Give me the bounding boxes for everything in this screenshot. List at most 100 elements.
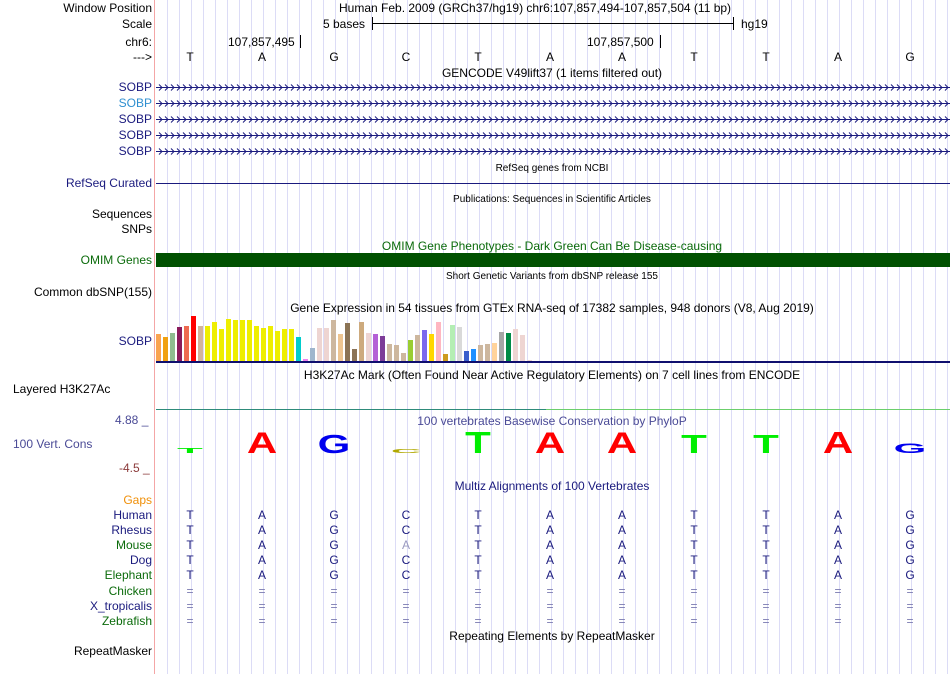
gtex-tissue-bar[interactable] bbox=[471, 349, 476, 361]
gtex-tissue-bar[interactable] bbox=[268, 326, 273, 361]
gtex-tissue-bar[interactable] bbox=[163, 337, 168, 361]
gencode-gene-label[interactable]: SOBP bbox=[118, 96, 152, 110]
gencode-track-title[interactable]: GENCODE V49lift37 (1 items filtered out) bbox=[441, 66, 663, 80]
gtex-tissue-bar[interactable] bbox=[485, 344, 490, 361]
gtex-tissue-bar[interactable] bbox=[156, 334, 161, 361]
gtex-tissue-bar[interactable] bbox=[457, 327, 462, 361]
gtex-tissue-bar[interactable] bbox=[373, 334, 378, 361]
multiz-track-title[interactable]: Multiz Alignments of 100 Vertebrates bbox=[454, 479, 650, 493]
multiz-species-label[interactable]: Rhesus bbox=[111, 523, 152, 538]
gtex-tissue-bar[interactable] bbox=[324, 328, 329, 361]
repeatmasker-track-label[interactable]: RepeatMasker bbox=[73, 644, 152, 658]
multiz-species-label[interactable]: Mouse bbox=[115, 538, 152, 553]
gencode-gene-label[interactable]: SOBP bbox=[118, 128, 152, 142]
gtex-tissue-bar[interactable] bbox=[345, 323, 350, 361]
gtex-tissue-bar[interactable] bbox=[394, 345, 399, 361]
omim-gene-bar[interactable] bbox=[156, 253, 950, 267]
grid-line bbox=[287, 0, 288, 674]
gtex-tissue-bar[interactable] bbox=[205, 326, 210, 361]
gtex-tissue-bar[interactable] bbox=[429, 334, 434, 361]
gtex-tissue-bar[interactable] bbox=[177, 327, 182, 361]
gencode-gene-label[interactable]: SOBP bbox=[118, 144, 152, 158]
gtex-tissue-bar[interactable] bbox=[527, 360, 532, 361]
gtex-tissue-bar[interactable] bbox=[352, 349, 357, 361]
multiz-base: = bbox=[762, 598, 770, 613]
gtex-tissue-bar[interactable] bbox=[184, 326, 189, 361]
gtex-tissue-bar[interactable] bbox=[499, 332, 504, 361]
gencode-gene-label[interactable]: SOBP bbox=[118, 112, 152, 126]
gtex-tissue-bar[interactable] bbox=[415, 335, 420, 361]
gtex-tissue-bar[interactable] bbox=[254, 326, 259, 361]
multiz-species-label[interactable]: Human bbox=[113, 508, 152, 522]
gtex-tissue-bar[interactable] bbox=[450, 325, 455, 361]
refseq-gene-line[interactable] bbox=[156, 183, 950, 184]
gtex-tissue-bar[interactable] bbox=[219, 329, 224, 361]
gtex-tissue-bar[interactable] bbox=[443, 354, 448, 361]
phylop-track-title[interactable]: 100 vertebrates Basewise Conservation by… bbox=[417, 414, 687, 428]
sequences-track-label[interactable]: Sequences bbox=[91, 207, 152, 221]
refseq-track-label[interactable]: RefSeq Curated bbox=[65, 176, 152, 190]
multiz-species-label[interactable]: Chicken bbox=[108, 583, 152, 598]
phylop-min-label: -4.5 _ bbox=[119, 461, 150, 475]
gtex-tissue-bar[interactable] bbox=[359, 322, 364, 361]
refseq-track-title[interactable]: RefSeq genes from NCBI bbox=[495, 163, 609, 174]
gtex-tissue-bar[interactable] bbox=[317, 328, 322, 361]
gtex-tissue-bar[interactable] bbox=[240, 320, 245, 361]
gtex-track-title[interactable]: Gene Expression in 54 tissues from GTEx … bbox=[290, 301, 814, 315]
multiz-base: = bbox=[546, 598, 554, 613]
gencode-gene-label[interactable]: SOBP bbox=[118, 80, 152, 94]
gtex-tissue-bar[interactable] bbox=[303, 359, 308, 361]
gtex-tissue-bar[interactable] bbox=[436, 322, 441, 361]
multiz-species-label[interactable]: X_tropicalis bbox=[89, 598, 152, 613]
coord-tick-label: 107,857,495 bbox=[228, 35, 295, 49]
dbsnp-track-title[interactable]: Short Genetic Variants from dbSNP releas… bbox=[446, 271, 658, 282]
gtex-tissue-bar[interactable] bbox=[401, 353, 406, 361]
gtex-tissue-bar[interactable] bbox=[464, 351, 469, 361]
gtex-track-label[interactable]: SOBP bbox=[118, 334, 152, 348]
gtex-tissue-bar[interactable] bbox=[282, 329, 287, 361]
gtex-tissue-bar[interactable] bbox=[170, 333, 175, 361]
multiz-species-label[interactable]: Elephant bbox=[104, 568, 152, 583]
gtex-tissue-bar[interactable] bbox=[191, 316, 196, 361]
gtex-tissue-bar[interactable] bbox=[233, 320, 238, 361]
gtex-tissue-bar[interactable] bbox=[408, 340, 413, 361]
phylop-track-label[interactable]: 100 Vert. Cons bbox=[13, 437, 93, 451]
gtex-tissue-bar[interactable] bbox=[380, 336, 385, 361]
gtex-tissue-bar[interactable] bbox=[506, 333, 511, 361]
gtex-tissue-bar[interactable] bbox=[387, 344, 392, 361]
snps-track-label[interactable]: SNPs bbox=[121, 222, 152, 236]
gtex-tissue-bar[interactable] bbox=[520, 335, 525, 361]
dbsnp-track-label[interactable]: Common dbSNP(155) bbox=[33, 285, 152, 299]
gtex-tissue-bar[interactable] bbox=[226, 319, 231, 361]
omim-track-title[interactable]: OMIM Gene Phenotypes - Dark Green Can Be… bbox=[381, 239, 723, 253]
multiz-species-label[interactable]: Dog bbox=[129, 553, 152, 568]
multiz-species-label[interactable]: Zebrafish bbox=[101, 613, 152, 628]
gtex-tissue-bar[interactable] bbox=[478, 345, 483, 361]
gencode-gene-model[interactable] bbox=[156, 99, 950, 108]
gtex-tissue-bar[interactable] bbox=[296, 337, 301, 361]
repeatmasker-track-title[interactable]: Repeating Elements by RepeatMasker bbox=[449, 629, 655, 643]
gtex-tissue-bar[interactable] bbox=[422, 330, 427, 361]
gtex-tissue-bar[interactable] bbox=[275, 331, 280, 361]
gtex-tissue-bar[interactable] bbox=[247, 320, 252, 361]
publications-track-title[interactable]: Publications: Sequences in Scientific Ar… bbox=[453, 194, 651, 205]
gencode-gene-model[interactable] bbox=[156, 147, 950, 156]
gtex-tissue-bar[interactable] bbox=[513, 329, 518, 361]
gtex-tissue-bar[interactable] bbox=[212, 322, 217, 361]
gtex-tissue-bar[interactable] bbox=[198, 326, 203, 361]
gencode-gene-model[interactable] bbox=[156, 115, 950, 124]
gtex-tissue-bar[interactable] bbox=[331, 320, 336, 361]
gtex-tissue-bar[interactable] bbox=[366, 333, 371, 361]
gtex-tissue-bar[interactable] bbox=[289, 329, 294, 361]
gencode-gene-model[interactable] bbox=[156, 83, 950, 92]
gtex-tissue-bar[interactable] bbox=[338, 334, 343, 361]
h3k27ac-track-title[interactable]: H3K27Ac Mark (Often Found Near Active Re… bbox=[303, 368, 801, 382]
gtex-tissue-bar[interactable] bbox=[492, 343, 497, 361]
omim-track-label[interactable]: OMIM Genes bbox=[80, 253, 152, 267]
gtex-tissue-bar[interactable] bbox=[310, 348, 315, 361]
gencode-gene-model[interactable] bbox=[156, 131, 950, 140]
h3k27ac-track-label[interactable]: Layered H3K27Ac bbox=[13, 382, 111, 396]
gtex-tissue-bar[interactable] bbox=[261, 328, 266, 361]
multiz-base: T bbox=[762, 568, 770, 583]
